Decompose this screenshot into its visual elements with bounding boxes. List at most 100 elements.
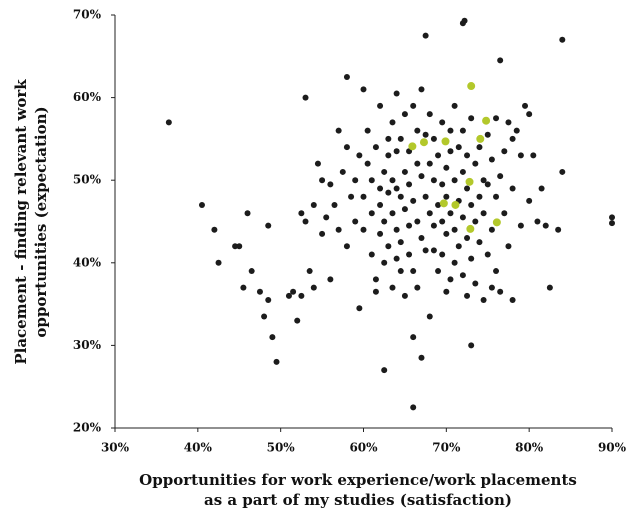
point: [319, 230, 326, 237]
point: [265, 222, 272, 229]
point: [609, 220, 615, 227]
point: [397, 135, 404, 142]
point: [497, 57, 504, 64]
point: [368, 251, 375, 258]
point: [459, 127, 466, 134]
point: [492, 218, 501, 227]
point: [414, 127, 421, 134]
point: [497, 288, 504, 295]
point: [505, 243, 512, 250]
point: [439, 199, 448, 208]
point: [368, 210, 375, 217]
point: [451, 177, 458, 184]
y-tick-label: 20%: [73, 421, 102, 435]
point: [430, 135, 437, 142]
point: [389, 210, 396, 217]
point: [441, 137, 450, 146]
point: [464, 152, 471, 159]
point: [364, 160, 371, 167]
point: [372, 288, 379, 295]
point: [513, 127, 520, 134]
point: [443, 164, 450, 171]
point: [372, 276, 379, 283]
point: [368, 177, 375, 184]
point: [493, 115, 500, 122]
point: [435, 201, 442, 208]
point: [422, 247, 429, 254]
point: [327, 276, 334, 283]
point: [464, 185, 471, 192]
point: [534, 218, 541, 225]
point: [406, 181, 413, 188]
point: [430, 177, 437, 184]
point: [418, 235, 425, 242]
point: [472, 218, 479, 225]
point: [559, 36, 566, 43]
point: [509, 296, 516, 303]
point: [451, 226, 458, 233]
point: [455, 243, 462, 250]
point: [377, 185, 384, 192]
point: [331, 201, 338, 208]
point: [389, 284, 396, 291]
point: [393, 185, 400, 192]
point: [482, 116, 491, 125]
y-axis-title-group: Placement - finding relevant work opport…: [12, 79, 50, 365]
y-axis-title: Placement - finding relevant work: [12, 79, 30, 365]
point: [517, 152, 524, 159]
point: [327, 181, 334, 188]
point: [285, 292, 292, 299]
point: [381, 259, 388, 266]
y-tick-label: 70%: [73, 8, 102, 22]
point: [389, 119, 396, 126]
point: [480, 210, 487, 217]
point: [476, 144, 483, 151]
point: [298, 210, 305, 217]
point: [401, 168, 408, 175]
point: [377, 201, 384, 208]
point: [314, 160, 321, 167]
point: [522, 102, 529, 109]
point: [459, 272, 466, 279]
point: [397, 193, 404, 200]
point: [501, 210, 508, 217]
point: [426, 160, 433, 167]
point: [435, 152, 442, 159]
point: [414, 284, 421, 291]
point: [546, 284, 553, 291]
point: [609, 214, 615, 221]
point: [377, 230, 384, 237]
point: [472, 280, 479, 287]
point: [476, 134, 485, 143]
point: [352, 218, 359, 225]
point: [377, 102, 384, 109]
point: [248, 268, 255, 275]
point: [360, 226, 367, 233]
point: [451, 200, 460, 209]
point: [509, 185, 516, 192]
point: [451, 259, 458, 266]
point: [430, 222, 437, 229]
point: [273, 358, 280, 365]
point: [343, 243, 350, 250]
point: [356, 152, 363, 159]
point: [443, 230, 450, 237]
point: [526, 111, 533, 118]
point: [419, 138, 428, 147]
point: [476, 239, 483, 246]
point: [360, 193, 367, 200]
point: [542, 222, 549, 229]
point: [426, 210, 433, 217]
point: [385, 189, 392, 196]
point: [488, 156, 495, 163]
point: [244, 210, 251, 217]
point: [410, 268, 417, 275]
point: [418, 354, 425, 361]
point: [294, 317, 301, 324]
point: [439, 119, 446, 126]
x-tick-label: 70%: [432, 441, 461, 455]
point: [422, 193, 429, 200]
point: [422, 32, 429, 39]
point: [455, 144, 462, 151]
